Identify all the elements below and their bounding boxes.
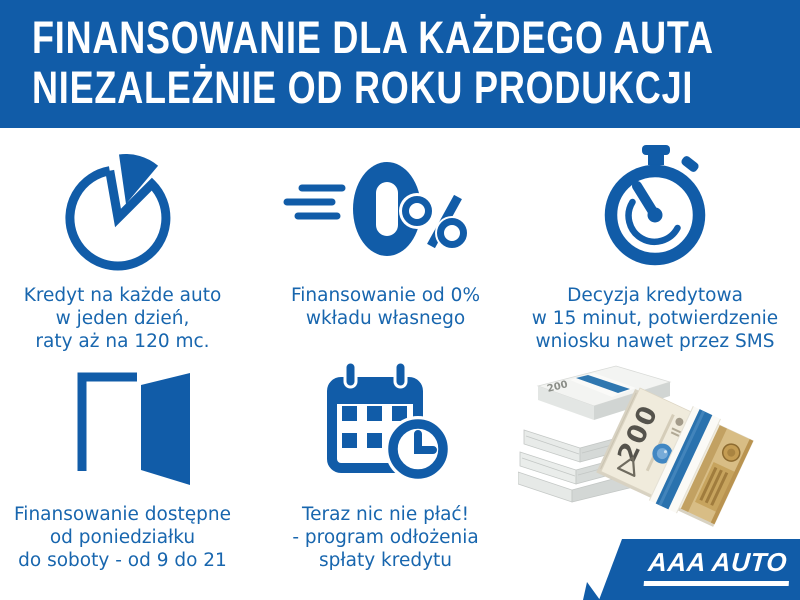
header-banner: FINANSOWANIE DLA KAŻDEGO AUTA NIEZALEŻNI… [0, 0, 800, 128]
header-title-line2: NIEZALEŻNIE OD ROKU PRODUKCJI [32, 62, 694, 113]
brand-logo-text: AAA AUTO [643, 547, 792, 586]
pie-chart-icon [65, 154, 171, 271]
header-title-line1: FINANSOWANIE DLA KAŻDEGO AUTA [32, 12, 714, 63]
calendar-clock-icon [327, 360, 451, 482]
open-door-icon [77, 372, 190, 485]
feature-caption-credit: Kredyt na każde auto w jeden dzień, raty… [23, 285, 222, 352]
feature-caption-zero-percent: Finansowanie od 0% wkładu własnego [290, 285, 481, 329]
stopwatch-icon [604, 145, 706, 266]
feature-caption-opening-hours: Finansowanie dostępne od poniedziałku do… [14, 504, 231, 571]
brand-logo: AAA AUTO [599, 539, 800, 600]
money-stacks-image: 200 200 [518, 365, 754, 527]
zero-percent-icon [283, 162, 469, 256]
svg-text:200: 200 [546, 379, 569, 395]
feature-caption-decision: Decyzja kredytowa w 15 minut, potwierdze… [531, 285, 779, 352]
logo-stripe-chip [583, 582, 600, 600]
feature-caption-deferred-payment: Teraz nic nie płać! - program odłożenia … [292, 504, 479, 571]
